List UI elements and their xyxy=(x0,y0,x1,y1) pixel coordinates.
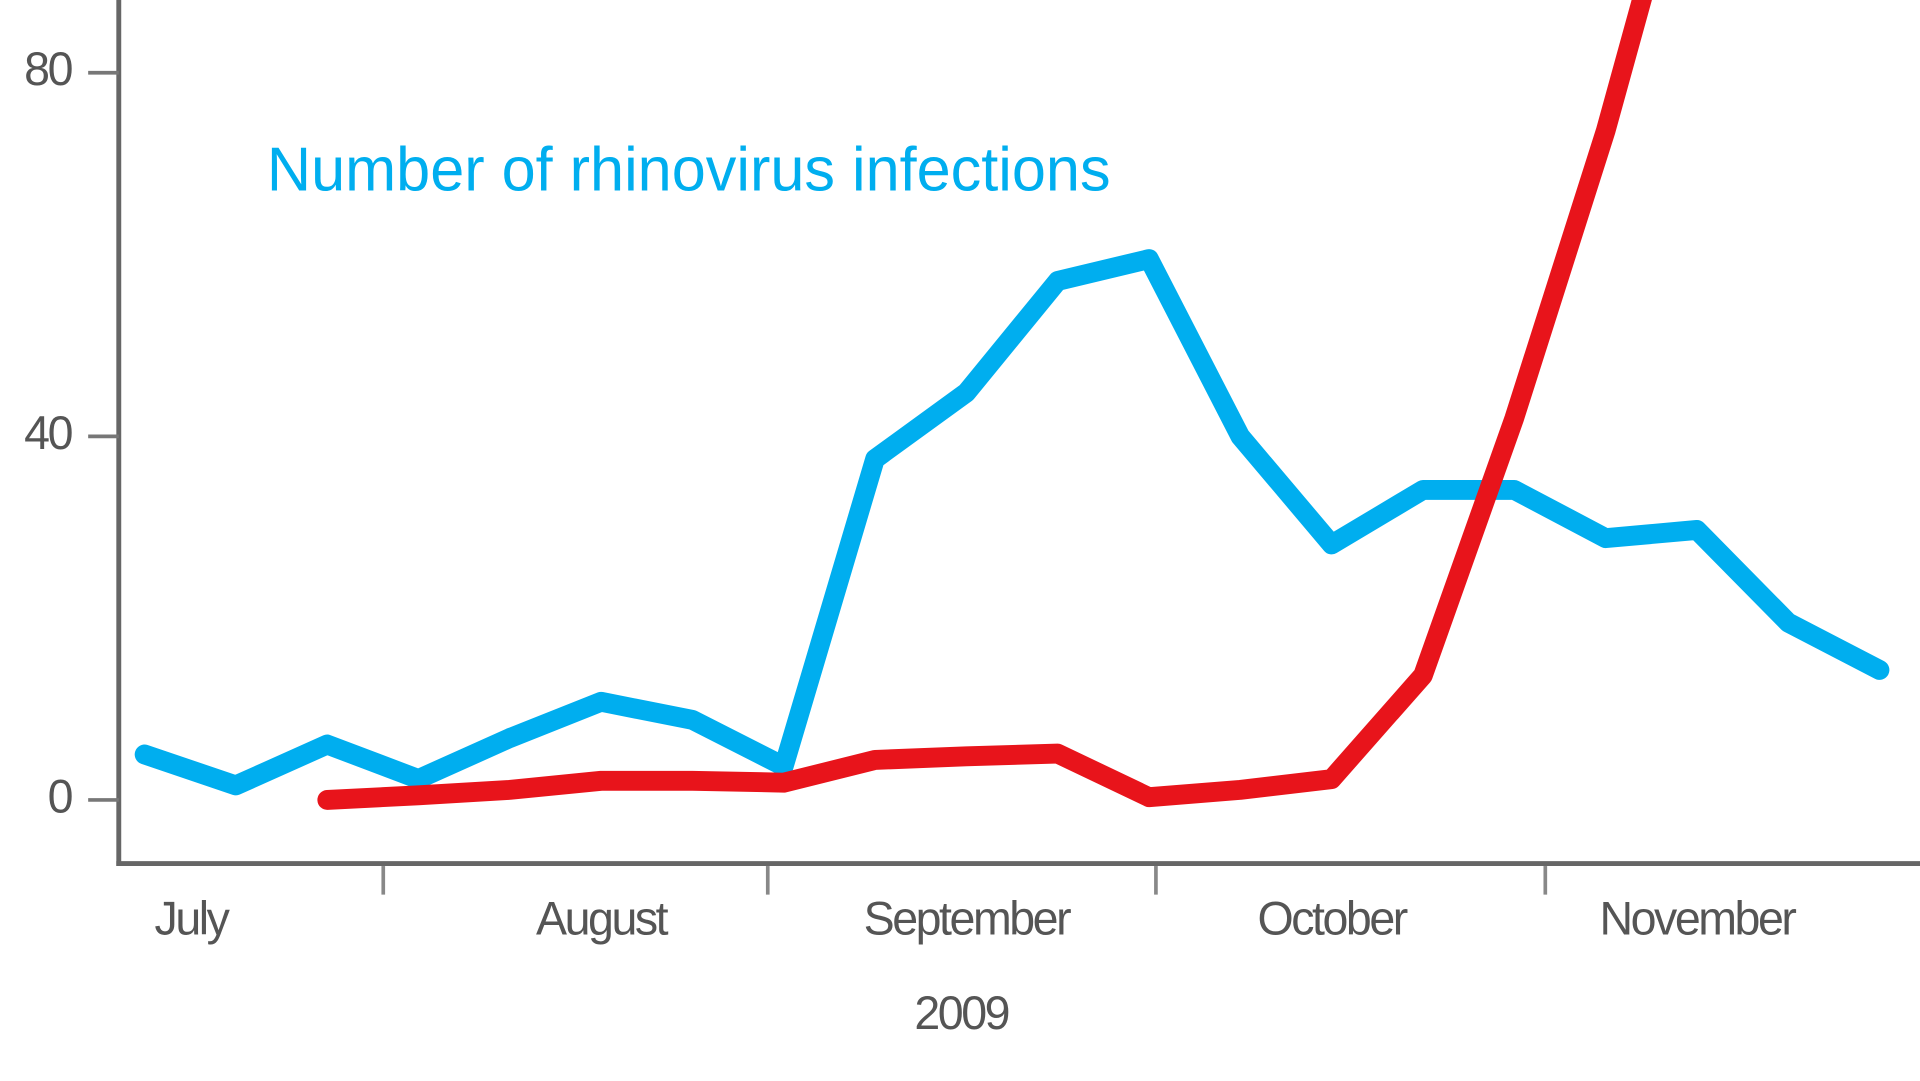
series-line xyxy=(134,249,1890,796)
x-tick-label: October xyxy=(1258,892,1408,944)
x-tick-label: November xyxy=(1599,892,1796,944)
x-tick-label: July xyxy=(155,892,231,944)
x-axis-label: 2009 xyxy=(914,987,1008,1039)
y-tick-label: 80 xyxy=(24,43,72,95)
x-tick-label: August xyxy=(536,892,669,944)
x-tick-label: September xyxy=(864,892,1071,944)
y-tick-label: 40 xyxy=(24,406,72,458)
series-line xyxy=(317,0,1652,810)
y-tick-label: 0 xyxy=(48,770,73,822)
month-separators xyxy=(381,866,1548,895)
series-label: Number of rhinovirus infections xyxy=(267,135,1111,205)
